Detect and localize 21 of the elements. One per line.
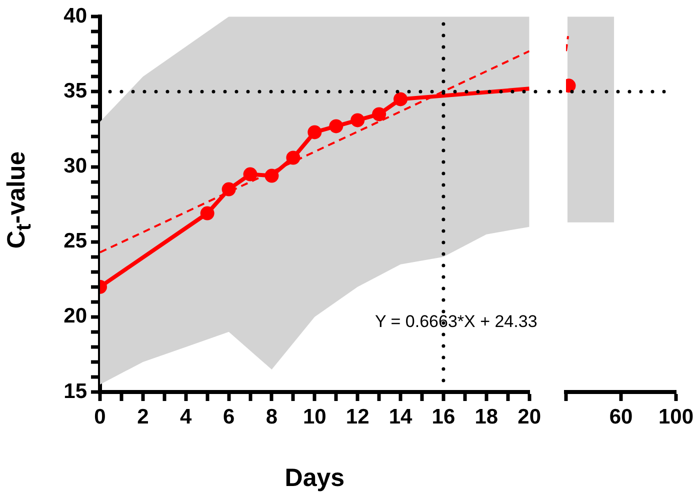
x-tick-label: 14	[388, 405, 413, 428]
x-tick-label: 4	[180, 405, 192, 428]
y-tick-label: 15	[64, 380, 88, 403]
x-tick-label: 8	[266, 405, 278, 428]
x-tick-label: 0	[94, 405, 106, 428]
x-tick-label: 2	[137, 405, 149, 428]
x-tick-label: 20	[518, 405, 541, 428]
annotation: Y = 0.6663*X + 24.33	[375, 312, 538, 332]
y-tick-label: 35	[64, 79, 88, 102]
x-tick-label: 12	[346, 405, 370, 428]
y-tick-label: 20	[64, 304, 87, 328]
y-tick-label: 30	[64, 154, 87, 178]
x-tick-label: 18	[474, 405, 498, 428]
x-tick-label: 6	[222, 405, 235, 428]
x-axis-title: Days	[284, 464, 345, 492]
y-tick-label: 40	[64, 4, 87, 28]
y-tick-label: 25	[64, 230, 88, 253]
x-tick-label: 60	[609, 405, 633, 428]
x-tick-label: 10	[302, 405, 326, 428]
x-tick-label: 16	[432, 405, 456, 428]
x-tick-label: 100	[658, 405, 694, 428]
